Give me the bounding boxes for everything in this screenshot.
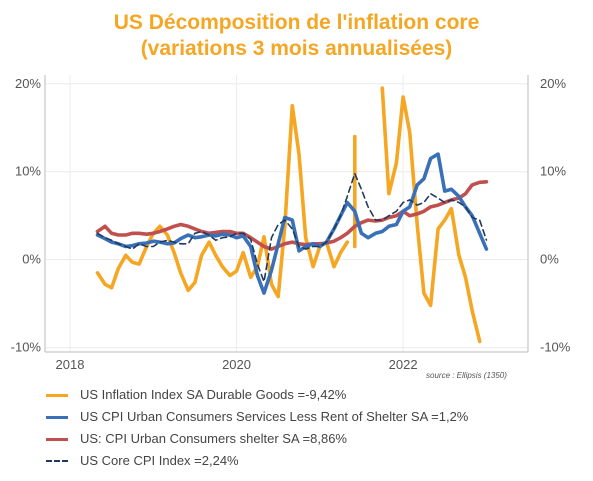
series-line-3 — [96, 172, 488, 283]
legend-label: US Core CPI Index =2,24% — [80, 453, 239, 468]
y-tick-label-left: 20% — [15, 76, 41, 91]
legend-label: US Inflation Index SA Durable Goods =-9,… — [80, 387, 347, 402]
x-tick-label: 2020 — [222, 357, 251, 372]
series-line-2 — [95, 180, 489, 251]
y-tick-label-left: 10% — [15, 164, 41, 179]
source-note: source : Ellipsis (1350) — [426, 371, 507, 380]
y-tick-label-left: 0% — [22, 252, 41, 267]
y-tick-label-right: -10% — [540, 340, 571, 355]
legend-label: US CPI Urban Consumers Services Less Ren… — [80, 409, 469, 424]
legend-swatch-durable-goods — [46, 394, 68, 397]
legend-label: US: CPI Urban Consumers shelter SA =8,86… — [80, 431, 347, 446]
series-line-1 — [95, 152, 489, 295]
chart-subtitle: (variations 3 mois annualisées) — [140, 37, 453, 60]
x-tick-label: 2022 — [389, 357, 418, 372]
legend-swatch-services-less-shelter — [46, 416, 68, 419]
chart-title: US Décomposition de l'inflation core — [113, 11, 480, 34]
y-tick-label-right: 20% — [540, 76, 566, 91]
y-tick-label-right: 0% — [540, 252, 559, 267]
legend-swatch-shelter — [46, 438, 68, 441]
x-tick-label: 2018 — [56, 357, 85, 372]
y-tick-label-right: 10% — [540, 164, 566, 179]
legend-swatch-core-cpi — [46, 460, 68, 462]
y-tick-label-left: -10% — [11, 340, 42, 355]
series-line-0 — [95, 86, 482, 344]
